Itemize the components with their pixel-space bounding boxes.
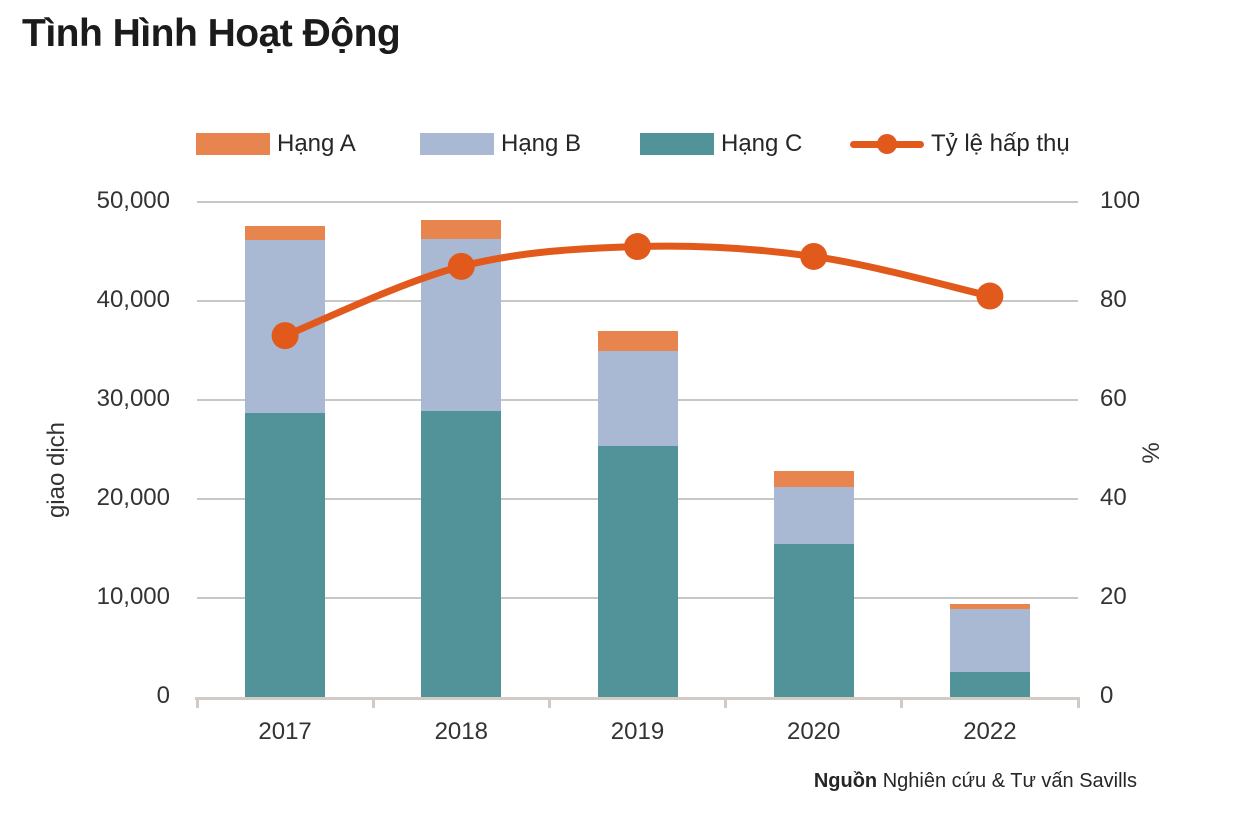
legend-swatch-icon — [640, 133, 714, 155]
legend-item-hạng-c: Hạng C — [640, 130, 802, 158]
x-axis-tick — [371, 699, 375, 708]
legend-label: Hạng B — [501, 130, 582, 157]
bar-segment-hạng-a — [421, 219, 502, 239]
bar-segment-hạng-c — [597, 445, 678, 697]
bar-segment-hạng-c — [245, 412, 326, 697]
x-axis-tick-label: 2020 — [786, 718, 841, 745]
legend-label: Hạng A — [277, 130, 356, 157]
x-axis-tick — [1076, 699, 1080, 708]
bar-segment-hạng-a — [245, 225, 326, 240]
bar-segment-hạng-b — [773, 487, 854, 544]
absorption-rate-point — [624, 233, 651, 261]
absorption-rate-line — [281, 242, 994, 340]
bar-segment-hạng-c — [773, 543, 854, 697]
x-axis-tick — [724, 699, 728, 708]
x-axis-tick — [195, 699, 199, 708]
bar-segment-hạng-b — [597, 351, 678, 446]
y-axis-tick-label-right: 20 — [1100, 583, 1127, 610]
x-axis-tick-label: 2017 — [258, 718, 312, 745]
bar-segment-hạng-b — [949, 608, 1030, 673]
legend-label: Hạng C — [721, 130, 803, 157]
bar-segment-hạng-c — [949, 672, 1030, 697]
page-title: Tình Hình Hoạt Động — [22, 12, 401, 55]
source-note: Nguồn Nghiên cứu & Tư vấn Savills — [814, 770, 1137, 793]
right-axis-title: % — [1138, 442, 1165, 464]
grid-line — [197, 201, 1078, 203]
bar-segment-hạng-a — [949, 603, 1030, 609]
bar-segment-hạng-b — [245, 239, 326, 413]
bar-segment-hạng-c — [421, 410, 502, 697]
x-axis-tick-label: 2019 — [610, 718, 665, 745]
legend-line-marker-icon — [850, 133, 924, 155]
y-axis-tick-label-right: 60 — [1100, 385, 1127, 412]
y-axis-tick-label-right: 100 — [1100, 187, 1141, 214]
y-axis-tick-label-right: 80 — [1100, 286, 1127, 313]
bar-segment-hạng-a — [773, 471, 854, 488]
bar-segment-hạng-b — [421, 238, 502, 411]
y-axis-tick-label-left: 30,000 — [96, 385, 170, 412]
y-axis-tick-label-right: 40 — [1100, 484, 1127, 511]
x-axis-tick — [547, 699, 551, 708]
left-axis-title: giao dịch — [43, 421, 70, 519]
y-axis-tick-label-left: 50,000 — [96, 187, 170, 214]
absorption-rate-point — [800, 242, 828, 270]
grid-line — [197, 300, 1078, 302]
y-axis-tick-label-left: 20,000 — [96, 484, 170, 511]
legend-label: Tỷ lệ hấp thụ — [931, 130, 1070, 157]
legend-swatch-icon — [196, 133, 270, 155]
x-axis-tick-label: 2022 — [963, 718, 1017, 745]
y-axis-tick-label-left: 40,000 — [96, 286, 170, 313]
x-axis-tick-label: 2018 — [434, 718, 488, 745]
y-axis-tick-label-left: 0 — [156, 682, 170, 709]
legend-item-tỷ-lệ-hấp-thụ: Tỷ lệ hấp thụ — [850, 130, 1070, 158]
y-axis-tick-label-right: 0 — [1100, 682, 1114, 709]
x-axis-tick — [900, 699, 904, 708]
legend-item-hạng-b: Hạng B — [420, 130, 581, 158]
legend-item-hạng-a: Hạng A — [196, 130, 356, 158]
source-label: Nguồn — [813, 770, 878, 792]
x-axis-line — [195, 697, 1080, 700]
bar-segment-hạng-a — [597, 330, 678, 352]
source-text: Nghiên cứu & Tư vấn Savills — [877, 770, 1137, 792]
legend-swatch-icon — [420, 133, 494, 155]
y-axis-tick-label-left: 10,000 — [96, 583, 170, 610]
absorption-rate-point — [976, 282, 1004, 310]
